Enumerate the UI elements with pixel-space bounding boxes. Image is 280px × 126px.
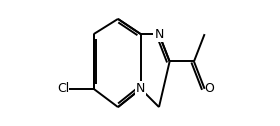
Text: N: N bbox=[154, 28, 164, 41]
Text: O: O bbox=[205, 82, 214, 95]
Text: N: N bbox=[136, 82, 145, 95]
Text: Cl: Cl bbox=[57, 82, 69, 95]
